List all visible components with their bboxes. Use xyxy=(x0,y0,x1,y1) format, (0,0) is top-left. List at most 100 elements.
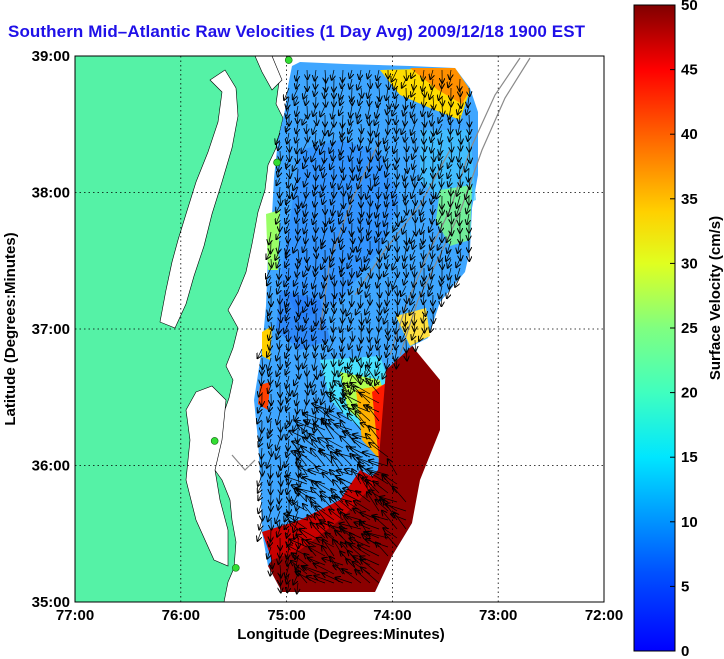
velocity-vector xyxy=(460,141,461,151)
velocity-vector xyxy=(349,276,352,285)
velocity-vector xyxy=(330,141,335,153)
velocity-vector xyxy=(370,267,371,278)
velocity-vector xyxy=(397,285,398,295)
velocity-vector xyxy=(315,159,316,170)
velocity-vector xyxy=(278,168,280,177)
velocity-vector xyxy=(279,492,280,503)
velocity-vector xyxy=(386,339,388,349)
velocity-vector xyxy=(363,452,380,458)
velocity-vector xyxy=(350,78,352,89)
x-tick-label: 75:00 xyxy=(267,607,305,624)
velocity-vector xyxy=(257,411,263,423)
velocity-vector xyxy=(289,141,290,152)
velocity-vector xyxy=(287,105,290,118)
velocity-vector xyxy=(422,276,424,286)
velocity-vector xyxy=(352,231,353,243)
velocity-vector xyxy=(460,249,461,260)
velocity-vector xyxy=(376,366,379,375)
velocity-vector xyxy=(342,159,343,172)
velocity-vector xyxy=(411,249,415,260)
velocity-vector xyxy=(439,249,442,262)
velocity-vector xyxy=(326,439,344,449)
x-tick-label: 73:00 xyxy=(479,607,517,624)
velocity-vector xyxy=(396,123,397,133)
velocity-vector xyxy=(401,123,407,134)
velocity-vector xyxy=(306,339,307,349)
velocity-vector xyxy=(439,114,443,123)
velocity-vector xyxy=(314,195,316,207)
velocity-vector xyxy=(430,321,433,332)
velocity-vector xyxy=(468,132,469,141)
velocity-vector xyxy=(359,285,362,294)
velocity-vector xyxy=(367,312,370,323)
velocity-vector xyxy=(277,258,280,268)
velocity-vector xyxy=(315,69,317,80)
velocity-vector xyxy=(346,542,362,557)
velocity-vector xyxy=(333,294,334,307)
velocity-vector xyxy=(368,213,370,224)
velocity-vector xyxy=(313,330,317,340)
velocity-vector xyxy=(421,240,424,249)
velocity-vector xyxy=(312,321,316,331)
velocity-vector xyxy=(276,447,280,459)
velocity-vector xyxy=(370,177,371,190)
velocity-vector xyxy=(280,456,281,470)
colorbar-tick-label: 25 xyxy=(681,320,698,337)
velocity-vector xyxy=(352,240,353,252)
velocity-vector xyxy=(348,123,352,133)
velocity-vector xyxy=(340,150,343,160)
velocity-vector xyxy=(369,159,370,171)
plot-frame xyxy=(74,55,605,603)
colorbar-gradient xyxy=(633,4,676,652)
velocity-vector xyxy=(332,132,334,145)
velocity-vector xyxy=(280,150,281,161)
velocity-vector xyxy=(332,330,334,341)
velocity-vector xyxy=(379,159,380,170)
velocity-vector xyxy=(296,123,298,133)
velocity-vector xyxy=(291,561,308,575)
velocity-vector xyxy=(361,567,380,584)
velocity-vector xyxy=(397,267,398,277)
velocity-vector xyxy=(259,438,263,447)
velocity-vector xyxy=(451,141,452,152)
velocity-vector xyxy=(289,168,290,178)
velocity-vector xyxy=(376,542,389,557)
velocity-vector xyxy=(308,558,326,566)
velocity-vector xyxy=(404,168,406,181)
velocity-vector xyxy=(411,69,415,78)
velocity-vector xyxy=(311,375,317,387)
velocity-vector xyxy=(268,357,271,370)
y-tick-label: 37:00 xyxy=(32,321,70,338)
velocity-vector xyxy=(370,150,371,162)
velocity-vector xyxy=(258,348,263,358)
velocity-vector xyxy=(342,123,343,137)
radar-station-marker xyxy=(273,158,281,167)
velocity-vector xyxy=(429,222,433,232)
velocity-vector xyxy=(335,497,353,512)
velocity-vector xyxy=(360,559,380,575)
velocity-vector xyxy=(339,177,343,189)
velocity-vector xyxy=(268,510,271,521)
velocity-vector xyxy=(469,114,470,127)
station-markers xyxy=(210,56,293,572)
velocity-vector xyxy=(305,204,308,216)
velocity-vector xyxy=(266,267,272,279)
velocity-vector xyxy=(313,213,316,224)
velocity-vector xyxy=(280,393,281,405)
velocity-vector xyxy=(290,540,308,548)
velocity-vector xyxy=(288,438,289,450)
velocity-vector xyxy=(303,321,307,331)
velocity-vector xyxy=(286,249,289,258)
velocity-vector xyxy=(330,402,334,411)
velocity-vector xyxy=(397,213,398,226)
velocity-vector xyxy=(431,114,433,126)
velocity-vector xyxy=(432,249,433,258)
velocity-vector xyxy=(307,258,308,270)
velocity-vector xyxy=(429,285,434,296)
velocity-vector xyxy=(367,105,370,119)
velocity-vector xyxy=(436,186,443,199)
velocity-vector xyxy=(349,285,352,294)
velocity-vector xyxy=(305,150,307,162)
velocity-vector xyxy=(280,429,281,440)
velocity-vector xyxy=(469,177,470,189)
